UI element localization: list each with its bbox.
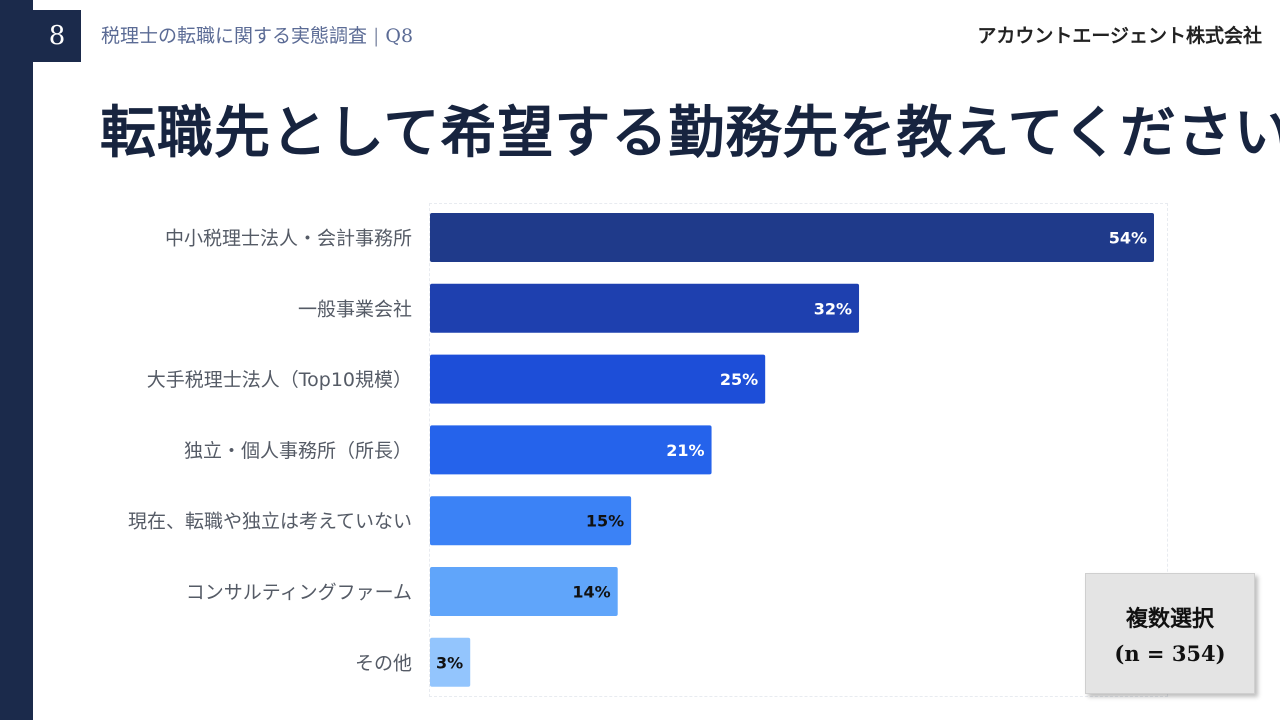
bar-3	[430, 425, 712, 475]
value-label-6: 3%	[436, 653, 463, 672]
chart-frame	[429, 203, 1168, 697]
value-label-5: 14%	[572, 583, 610, 602]
note-box: 複数選択 (n = 354)	[1085, 573, 1255, 694]
page-number: 8	[33, 10, 81, 62]
note-multiple-choice: 複数選択	[1125, 606, 1214, 632]
bar-1	[430, 283, 860, 333]
bar-4	[430, 496, 632, 546]
breadcrumb-separator: |	[373, 25, 380, 47]
category-label-2: 大手税理士法人（Top10規模）	[147, 369, 412, 391]
category-label-4: 現在、転職や独立は考えていない	[128, 511, 412, 533]
category-label-1: 一般事業会社	[298, 298, 412, 320]
page-title: 転職先として希望する勤務先を教えてください	[100, 100, 1280, 166]
breadcrumb-title: 税理士の転職に関する実態調査	[101, 25, 368, 47]
bar-6	[430, 637, 471, 687]
company-name: アカウントエージェント株式会社	[977, 25, 1262, 47]
value-label-4: 15%	[586, 512, 624, 531]
value-label-1: 32%	[814, 299, 852, 318]
breadcrumb-question: Q8	[385, 25, 414, 47]
category-label-3: 独立・個人事務所（所長）	[184, 440, 412, 462]
breadcrumb: 税理士の転職に関する実態調査 | Q8	[101, 21, 413, 48]
bar-2	[430, 354, 766, 404]
bar-5	[430, 567, 618, 616]
left-accent-bar	[0, 0, 33, 720]
note-sample-size: (n = 354)	[1114, 641, 1226, 666]
value-label-2: 25%	[720, 370, 758, 389]
category-label-5: コンサルティングファーム	[186, 582, 412, 604]
category-label-6: その他	[355, 652, 412, 674]
value-label-3: 21%	[666, 441, 704, 460]
category-label-0: 中小税理士法人・会計事務所	[165, 228, 412, 250]
value-label-0: 54%	[1109, 229, 1147, 248]
bar-0	[430, 213, 1154, 262]
